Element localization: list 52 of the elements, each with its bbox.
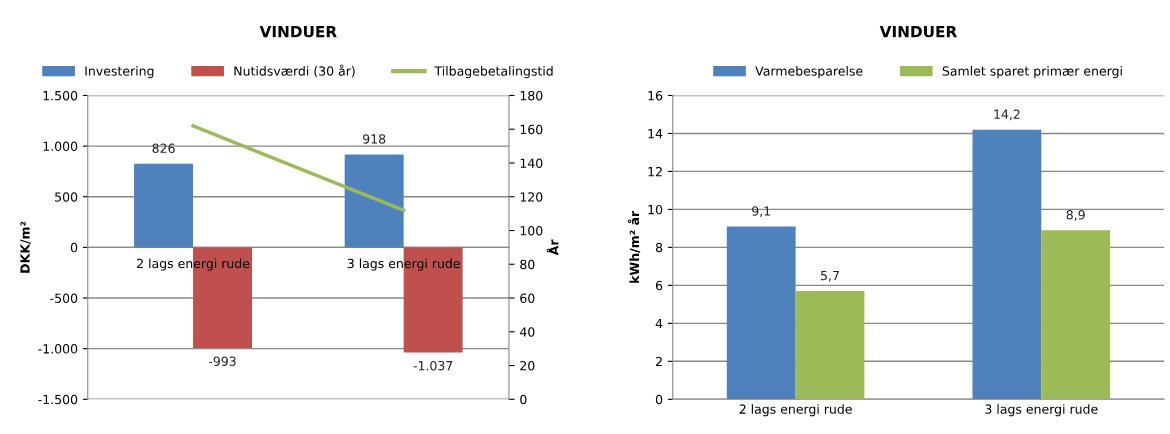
y2-tick-label: 60 <box>520 293 535 303</box>
y-tick-label: 0 <box>70 242 78 253</box>
y-tick-label: -1.000 <box>38 344 78 354</box>
chart-title: VINDUER <box>879 26 957 38</box>
bar <box>726 226 796 400</box>
y-tick-label: 2 <box>655 356 662 367</box>
data-label: 8,9 <box>1066 210 1085 221</box>
data-label: 9,1 <box>752 206 770 218</box>
data-label: -993 <box>208 356 236 366</box>
y-tick-label: 4 <box>655 318 663 329</box>
y-tick-label: 6 <box>655 280 663 291</box>
y-tick-label: 16 <box>648 90 663 101</box>
y-axis-title: kWh/m² år <box>627 210 641 283</box>
x-tick-label: 2 lags energi rude <box>739 404 852 417</box>
y2-tick-label: 20 <box>520 361 535 371</box>
bar <box>1041 230 1111 400</box>
bar <box>795 291 865 400</box>
y-tick-label: 12 <box>648 166 662 177</box>
y2-tick-label: 120 <box>520 192 543 202</box>
y-tick-label: 1.000 <box>43 141 78 152</box>
y-tick-label: -500 <box>50 293 78 303</box>
chart-title: VINDUER <box>259 26 337 38</box>
data-label: 5,7 <box>821 271 839 282</box>
y-tick-label: 1.500 <box>43 90 78 101</box>
y2-tick-label: 100 <box>520 225 543 236</box>
y-tick-label: 500 <box>55 192 78 202</box>
y2-axis-title: År <box>546 239 559 256</box>
y2-tick-label: 0 <box>520 394 527 405</box>
y2-tick-label: 180 <box>520 90 543 101</box>
legend-label: Investering <box>85 66 154 79</box>
bar <box>972 129 1042 400</box>
y2-tick-label: 160 <box>520 124 543 135</box>
x-tick-label: 3 lags energi rude <box>985 404 1098 417</box>
legend-label: Tilbagebetalingstid <box>434 66 553 79</box>
bar <box>134 163 194 248</box>
y-tick-label: 10 <box>648 204 663 215</box>
data-label: 826 <box>152 143 175 153</box>
legend-label: Nutidsværdi (30 år) <box>234 64 355 78</box>
legend-label: Varmebesparelse <box>755 66 863 79</box>
y-axis-title: DKK/m² <box>20 221 31 273</box>
y2-tick-label: 80 <box>520 259 535 270</box>
y-tick-label: 8 <box>655 242 663 253</box>
data-label: 14,2 <box>994 109 1020 121</box>
y-tick-label: -1.500 <box>38 394 78 405</box>
bar <box>344 154 404 248</box>
data-label: -1.037 <box>413 360 453 371</box>
y-tick-label: 14 <box>648 129 663 139</box>
data-label: 918 <box>363 134 386 144</box>
legend-label: Samlet sparet primær energi <box>942 66 1122 79</box>
y2-tick-label: 40 <box>519 327 535 337</box>
y-tick-label: 0 <box>655 394 663 405</box>
y2-tick-label: 140 <box>520 158 543 168</box>
